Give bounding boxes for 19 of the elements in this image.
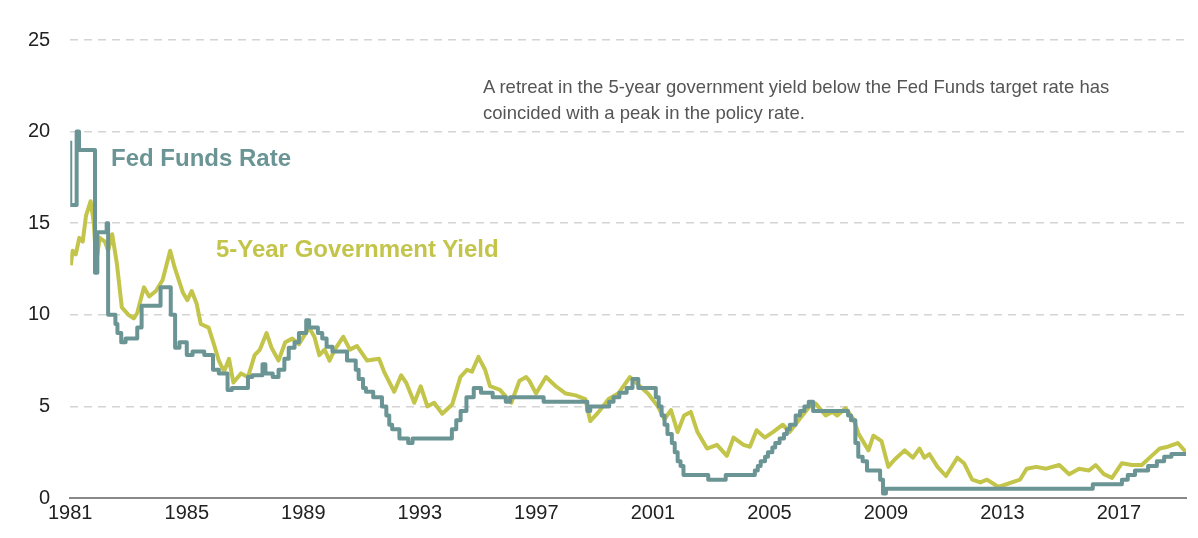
y-tick-label: 15 (28, 210, 51, 233)
x-tick-label: 2005 (747, 500, 792, 523)
x-tick-label: 2001 (630, 500, 676, 523)
x-tick-label: 2013 (980, 500, 1025, 523)
y-tick-label: 25 (28, 27, 51, 50)
x-tick-label: 1989 (281, 500, 326, 523)
x-tick-label: 1993 (397, 500, 443, 523)
x-tick-label: 1997 (514, 500, 559, 523)
x-tick-label: 2017 (1096, 500, 1142, 523)
y-tick-label: 5 (39, 393, 51, 416)
y-tick-label: 0 (39, 485, 51, 508)
y-tick-label: 20 (28, 119, 51, 142)
x-tick-label: 2009 (863, 500, 909, 523)
annotation: A retreat in the 5-year government yield below the Fed Funds target rate has coincided with a peak in the policy rate. (483, 75, 1111, 125)
x-tick-label: 1981 (48, 500, 93, 523)
x-tick-label: 1985 (164, 500, 210, 523)
y-tick-label: 10 (28, 302, 51, 325)
series-label: 5-Year Government Yield (215, 235, 499, 263)
series-label: Fed Funds Rate (111, 143, 292, 171)
